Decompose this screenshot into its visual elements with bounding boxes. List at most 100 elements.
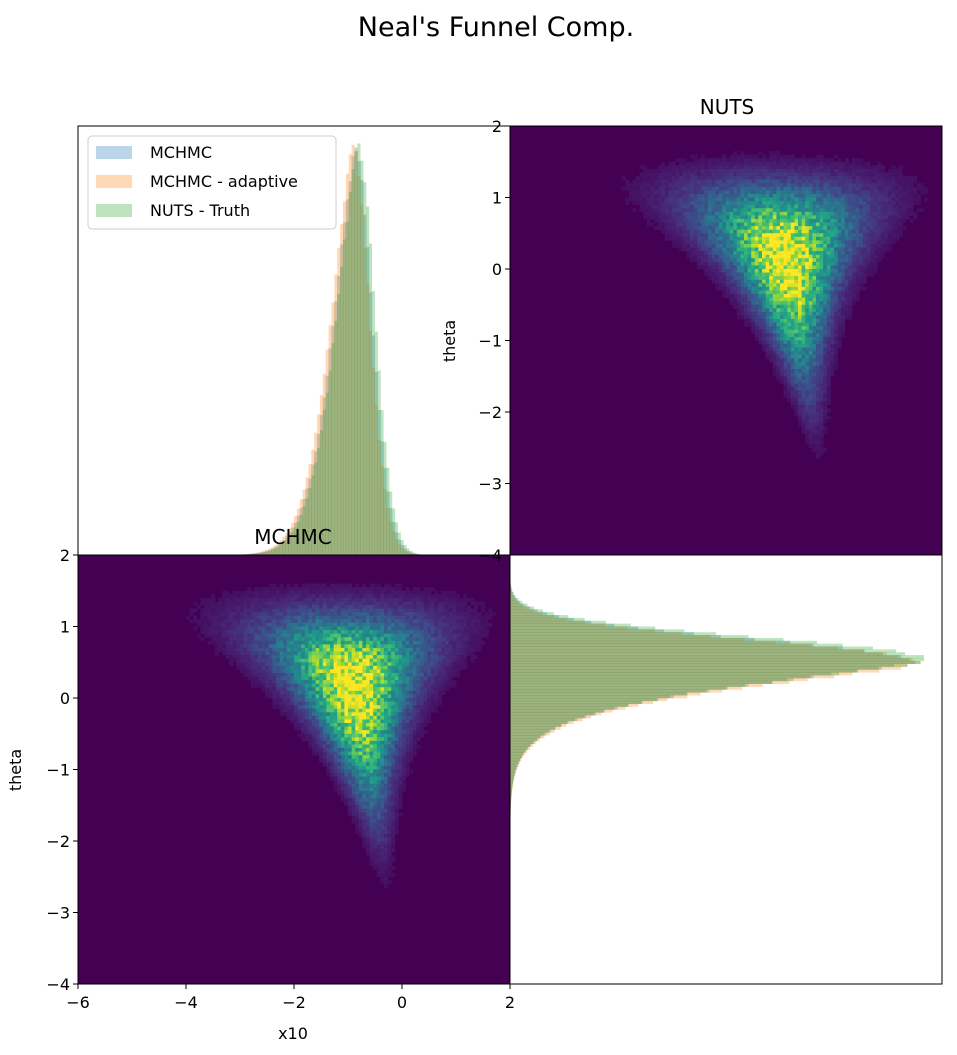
heatmap-cell [690, 251, 694, 256]
heatmap-cell [384, 608, 388, 613]
heatmap-cell [628, 186, 633, 191]
heatmap-cell [726, 158, 730, 163]
heatmap-cell [754, 186, 759, 191]
heatmap-cell [402, 605, 406, 609]
theta-hist-bar [510, 775, 514, 779]
heatmap-cell [391, 612, 396, 617]
heatmap-cell [344, 644, 349, 649]
heatmap-cell [870, 272, 874, 277]
heatmap-cell [798, 272, 802, 277]
heatmap-cell [733, 201, 738, 205]
heatmap-cell [718, 261, 723, 266]
heatmap-cell [834, 333, 838, 338]
heatmap-cell [326, 605, 331, 609]
heatmap-cell [322, 615, 327, 620]
heatmap-cell [697, 222, 702, 227]
heatmap-cell [466, 615, 471, 620]
x10-hist-bar [291, 531, 295, 555]
heatmap-cell [877, 233, 882, 238]
heatmap-cell [751, 172, 756, 177]
heatmap-cell [837, 172, 842, 177]
heatmap-cell [855, 193, 860, 198]
heatmap-cell [805, 204, 810, 209]
theta-hist-bar [510, 615, 560, 619]
heatmap-cell [416, 630, 421, 635]
heatmap-cell [862, 161, 867, 166]
heatmap-cell [776, 315, 781, 320]
heatmap-cell [848, 290, 853, 295]
heatmap-cell [736, 279, 741, 284]
heatmap-cell [668, 179, 673, 184]
heatmap-cell [420, 626, 424, 631]
heatmap-cell [776, 347, 781, 352]
heatmap-cell [445, 605, 450, 609]
heatmap-cell [776, 218, 781, 223]
heatmap-cell [729, 165, 734, 170]
heatmap-cell [715, 179, 720, 184]
heatmap-cell [283, 626, 288, 631]
heatmap-cell [405, 637, 410, 642]
heatmap-cell [873, 183, 878, 188]
heatmap-cell [787, 218, 792, 223]
heatmap-cell [456, 633, 460, 638]
heatmap-cell [769, 347, 774, 352]
heatmap-cell [715, 190, 720, 195]
heatmap-cell [427, 590, 432, 595]
heatmap-cell [794, 297, 799, 302]
x10-hist-bar [337, 293, 341, 555]
heatmap-cell [816, 429, 820, 434]
heatmap-cell [222, 608, 226, 613]
heatmap-cell [240, 626, 244, 631]
heatmap-cell [733, 172, 738, 177]
heatmap-cell [384, 637, 388, 642]
heatmap-cell [852, 165, 856, 170]
heatmap-cell [801, 386, 806, 391]
heatmap-cell [222, 615, 226, 620]
heatmap-cell [837, 283, 842, 288]
heatmap-cell [780, 279, 784, 284]
heatmap-cell [722, 276, 727, 281]
heatmap-cell [805, 408, 810, 413]
heatmap-cell [690, 226, 694, 231]
x10-hist-bar [389, 491, 393, 555]
heatmap-cell [484, 630, 489, 635]
heatmap-cell [906, 186, 910, 191]
heatmap-cell [852, 190, 856, 195]
heatmap-cell [826, 358, 831, 363]
heatmap-cell [794, 412, 799, 416]
heatmap-cell [780, 197, 784, 202]
heatmap-cell [412, 612, 417, 617]
heatmap-cell [805, 404, 810, 409]
heatmap-cell [679, 193, 684, 198]
heatmap-cell [808, 437, 813, 441]
heatmap-cell [474, 640, 478, 645]
heatmap-cell [870, 208, 874, 213]
heatmap-cell [452, 597, 457, 602]
heatmap-cell [801, 315, 806, 320]
heatmap-cell [812, 261, 817, 266]
heatmap-cell [373, 605, 378, 609]
heatmap-cell [801, 186, 806, 191]
heatmap-cell [769, 186, 774, 191]
theta-hist-bar [510, 760, 519, 765]
heatmap-cell [844, 226, 849, 231]
heatmap-cell [272, 587, 277, 592]
heatmap-cell [459, 619, 464, 624]
heatmap-cell [765, 329, 770, 334]
theta-hist-bar [510, 620, 585, 624]
heatmap-cell [218, 630, 223, 635]
heatmap-cell [679, 161, 684, 166]
heatmap-cell [859, 168, 864, 173]
heatmap-cell [776, 211, 781, 216]
heatmap-cell [816, 154, 820, 159]
heatmap-cell [672, 222, 676, 227]
heatmap-cell [387, 615, 392, 620]
heatmap-cell [862, 179, 867, 184]
heatmap-cell [790, 201, 795, 205]
heatmap-cell [474, 608, 478, 613]
heatmap-cell [808, 186, 813, 191]
heatmap-cell [402, 594, 406, 599]
heatmap-cell [808, 426, 813, 431]
heatmap-cell [798, 412, 802, 416]
heatmap-cell [697, 233, 702, 238]
